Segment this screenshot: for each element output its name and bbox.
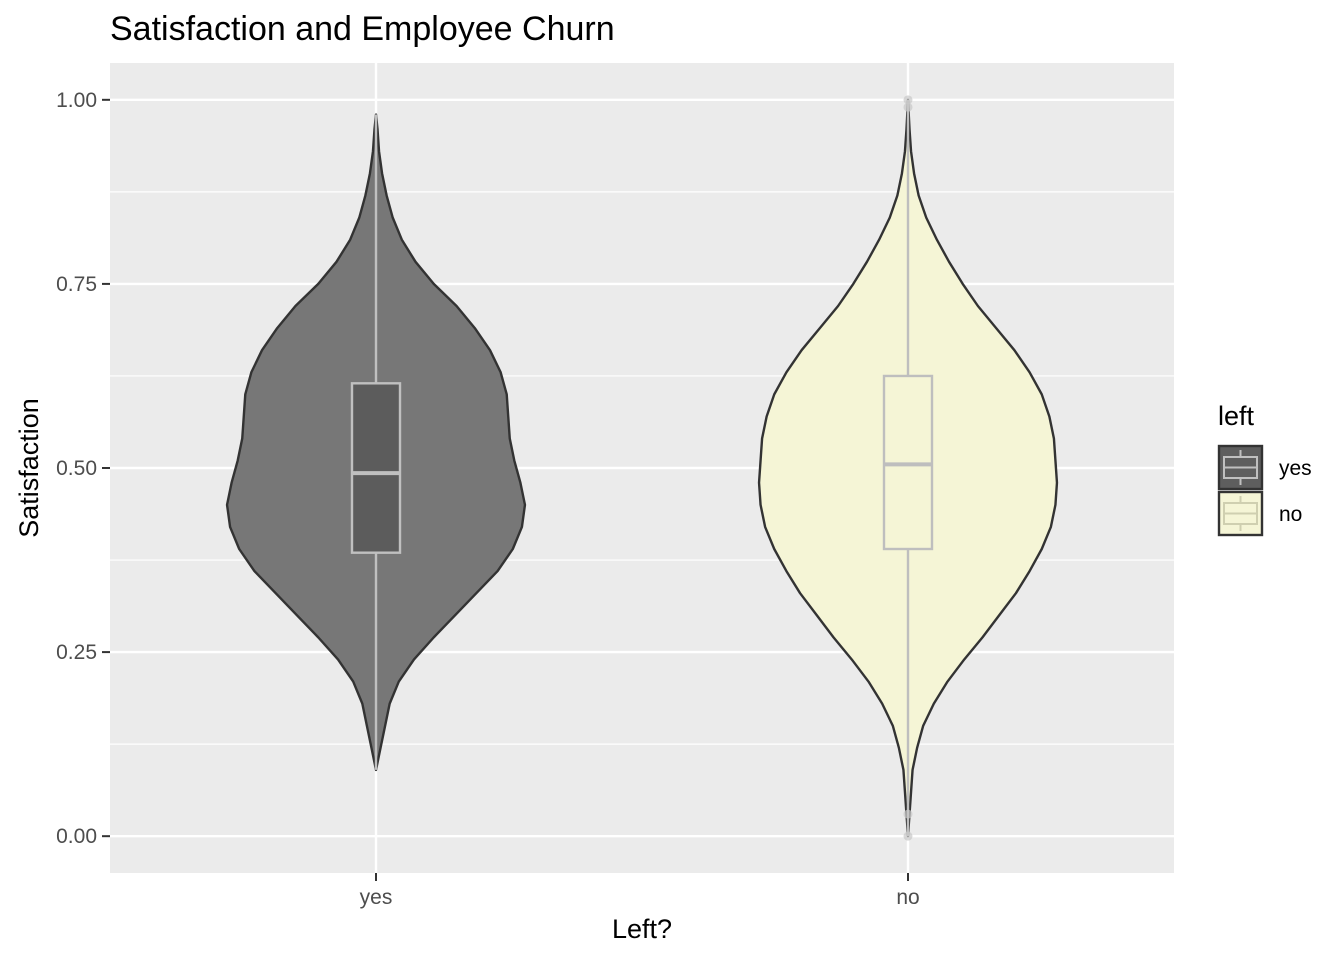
y-tick-label: 0.25 <box>56 641 97 664</box>
legend-item-no: no <box>1217 490 1302 537</box>
y-tick-label: 1.00 <box>56 89 97 112</box>
violin-layer <box>225 95 1059 841</box>
outlier-point <box>903 809 913 819</box>
x-tick-label: no <box>896 886 919 909</box>
outlier-point <box>903 95 913 105</box>
chart-title: Satisfaction and Employee Churn <box>110 10 615 48</box>
y-tick-label: 0.75 <box>56 273 97 296</box>
legend-label: no <box>1279 503 1302 526</box>
legend-item-yes: yes <box>1217 444 1312 491</box>
x-axis: yes no <box>360 873 920 909</box>
y-tick-label: 0.00 <box>56 825 97 848</box>
x-tick-label: yes <box>360 886 393 909</box>
x-axis-title: Left? <box>612 914 672 944</box>
outlier-point <box>903 831 913 841</box>
legend-title: left <box>1218 401 1255 431</box>
legend: left yes no <box>1217 401 1312 537</box>
violin-group-no <box>757 95 1059 841</box>
y-axis-title: Satisfaction <box>14 398 44 538</box>
legend-label: yes <box>1279 457 1312 480</box>
violin-group-yes <box>225 113 527 772</box>
y-tick-label: 0.50 <box>56 457 97 480</box>
box-yes <box>350 382 402 554</box>
y-axis: 0.00 0.25 0.50 0.75 1.00 <box>56 89 110 848</box>
outlier-point <box>903 102 913 112</box>
